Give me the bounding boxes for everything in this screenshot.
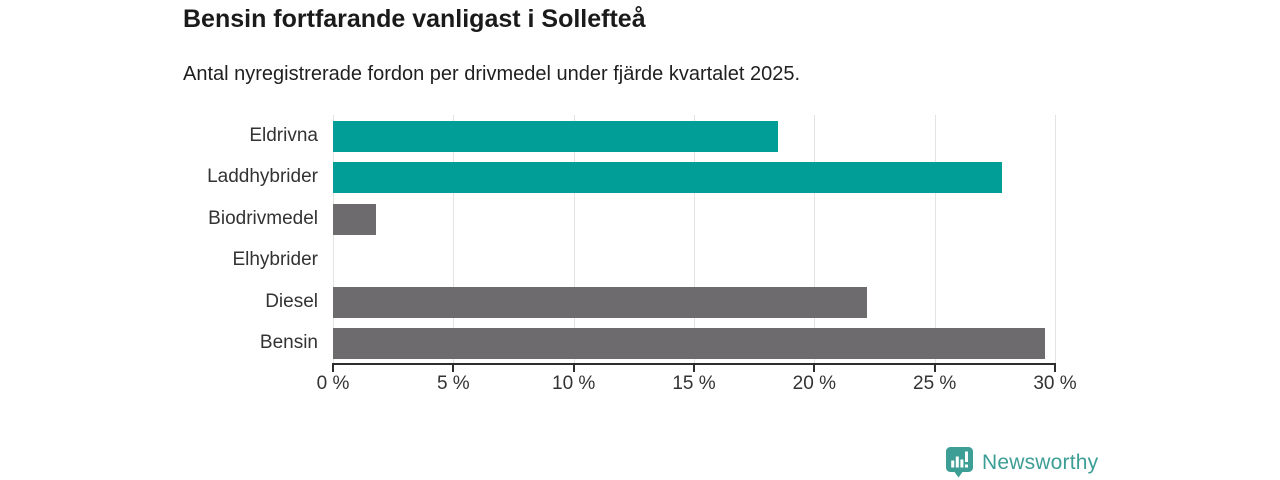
- branding: Newsworthy: [945, 446, 1098, 480]
- x-axis-tick-label-10: 10 %: [552, 373, 596, 394]
- gridline-25: [934, 115, 936, 363]
- chart-subtitle: Antal nyregistrerade fordon per drivmede…: [183, 63, 801, 85]
- x-axis-tick-25: [933, 363, 936, 372]
- category-label-biodrivmedel: Biodrivmedel: [208, 207, 318, 229]
- gridline-20: [814, 115, 816, 363]
- x-axis-tick-10: [572, 363, 575, 372]
- category-label-laddhybrider: Laddhybrider: [207, 166, 318, 188]
- x-axis-tick-label-0: 0 %: [316, 373, 350, 394]
- gridline-5: [453, 115, 455, 363]
- bar-laddhybrider: [333, 162, 1003, 193]
- gridline-0: [333, 115, 334, 363]
- x-axis-tick-30: [1054, 363, 1056, 372]
- x-axis-tick-label-15: 15 %: [672, 373, 716, 394]
- bar-diesel: [333, 286, 868, 318]
- x-axis-tick-5: [452, 363, 455, 372]
- category-label-eldrivna: Eldrivna: [249, 124, 318, 146]
- gridline-30: [1055, 115, 1056, 363]
- category-label-elhybrider: Elhybrider: [232, 249, 318, 271]
- x-axis-tick-label-25: 25 %: [913, 373, 957, 394]
- x-axis-tick-20: [813, 363, 816, 372]
- x-axis-tick-15: [693, 363, 695, 372]
- category-label-bensin: Bensin: [259, 332, 318, 354]
- x-axis-tick-label-5: 5 %: [436, 373, 470, 394]
- gridline-15: [694, 115, 695, 363]
- chart-title: Bensin fortfarande vanligast i Sollefteå: [183, 5, 646, 33]
- gridline-10: [573, 115, 575, 363]
- bar-bensin: [333, 328, 1046, 359]
- bar-chart-plot-area: Eldrivna Laddhybrider Biodrivmedel Elhybrid…: [207, 115, 1077, 394]
- bar-biodrivmedel: [333, 203, 377, 235]
- newsworthy-logo-icon: [946, 447, 973, 478]
- newsworthy-logo-text: Newsworthy: [982, 451, 1099, 474]
- bar-eldrivna: [333, 120, 779, 152]
- category-label-diesel: Diesel: [265, 290, 318, 312]
- x-axis-tick-label-20: 20 %: [792, 373, 836, 394]
- x-axis-tick-0: [332, 363, 334, 372]
- x-axis-tick-label-30: 30 %: [1033, 373, 1077, 394]
